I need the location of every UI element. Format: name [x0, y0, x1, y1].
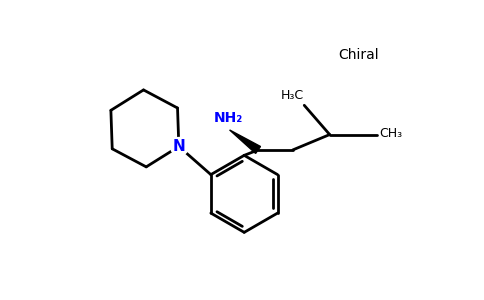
Text: H₃C: H₃C [280, 89, 303, 102]
Text: N: N [172, 139, 185, 154]
Text: NH₂: NH₂ [213, 111, 242, 125]
Text: CH₃: CH₃ [380, 127, 403, 140]
Polygon shape [229, 130, 260, 153]
Text: Chiral: Chiral [338, 48, 378, 62]
